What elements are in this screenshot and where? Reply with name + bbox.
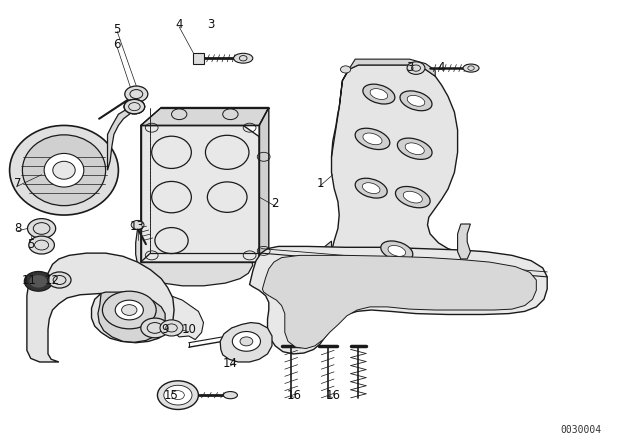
Text: 6: 6: [113, 38, 121, 52]
Ellipse shape: [355, 128, 390, 150]
Text: 0030004: 0030004: [561, 425, 602, 435]
Circle shape: [407, 62, 425, 74]
Text: 8: 8: [14, 222, 22, 235]
Polygon shape: [339, 59, 435, 108]
Ellipse shape: [397, 138, 432, 159]
Polygon shape: [106, 287, 204, 340]
Polygon shape: [332, 65, 461, 280]
Circle shape: [232, 332, 260, 351]
Circle shape: [125, 86, 148, 102]
Polygon shape: [136, 228, 253, 286]
Ellipse shape: [396, 186, 430, 208]
Polygon shape: [220, 323, 272, 362]
Circle shape: [48, 272, 71, 288]
Polygon shape: [27, 253, 174, 362]
Polygon shape: [250, 246, 547, 354]
Circle shape: [124, 99, 145, 114]
Text: 4: 4: [438, 60, 445, 74]
Ellipse shape: [381, 241, 413, 261]
Text: 1: 1: [316, 177, 324, 190]
Text: 3: 3: [207, 18, 215, 31]
Polygon shape: [321, 241, 351, 283]
Text: 16: 16: [287, 388, 302, 402]
Text: 10: 10: [181, 323, 196, 336]
Circle shape: [131, 220, 144, 229]
Circle shape: [24, 271, 52, 291]
Ellipse shape: [22, 135, 106, 206]
Polygon shape: [458, 224, 470, 259]
Ellipse shape: [355, 178, 387, 198]
Ellipse shape: [52, 161, 76, 179]
Circle shape: [124, 99, 145, 114]
Circle shape: [340, 265, 351, 272]
Circle shape: [124, 99, 145, 114]
Ellipse shape: [363, 84, 395, 104]
Bar: [193, 53, 204, 64]
Ellipse shape: [403, 191, 422, 203]
Polygon shape: [108, 108, 140, 170]
Polygon shape: [141, 125, 259, 262]
Ellipse shape: [234, 53, 253, 63]
Circle shape: [28, 219, 56, 238]
Polygon shape: [262, 255, 536, 349]
Circle shape: [240, 337, 253, 346]
Ellipse shape: [362, 183, 380, 194]
Circle shape: [340, 66, 351, 73]
Text: 16: 16: [325, 388, 340, 402]
Text: 14: 14: [223, 357, 238, 370]
Text: 12: 12: [45, 273, 60, 287]
Text: 5: 5: [27, 237, 35, 251]
Ellipse shape: [400, 91, 432, 111]
Circle shape: [29, 236, 54, 254]
Polygon shape: [141, 108, 269, 125]
Text: 2: 2: [271, 197, 279, 211]
Text: 9: 9: [161, 323, 169, 336]
Text: 13: 13: [130, 220, 145, 233]
Ellipse shape: [407, 95, 425, 106]
Ellipse shape: [44, 153, 84, 187]
Circle shape: [141, 318, 169, 338]
Text: 15: 15: [164, 388, 179, 402]
Circle shape: [122, 305, 137, 315]
Polygon shape: [259, 108, 269, 262]
Circle shape: [160, 320, 183, 336]
Text: 4: 4: [175, 18, 183, 31]
Ellipse shape: [405, 143, 424, 155]
Ellipse shape: [388, 246, 406, 256]
Ellipse shape: [10, 125, 118, 215]
Circle shape: [164, 385, 192, 405]
Ellipse shape: [370, 89, 388, 99]
Circle shape: [29, 275, 47, 288]
Circle shape: [115, 300, 143, 320]
Text: 11: 11: [21, 273, 36, 287]
Text: 7: 7: [14, 177, 22, 190]
Circle shape: [102, 291, 156, 329]
Polygon shape: [98, 292, 165, 342]
Text: 5: 5: [113, 22, 121, 36]
Text: 3: 3: [406, 60, 413, 74]
Circle shape: [157, 381, 198, 409]
Ellipse shape: [363, 133, 382, 145]
Ellipse shape: [463, 64, 479, 72]
Ellipse shape: [223, 392, 237, 399]
